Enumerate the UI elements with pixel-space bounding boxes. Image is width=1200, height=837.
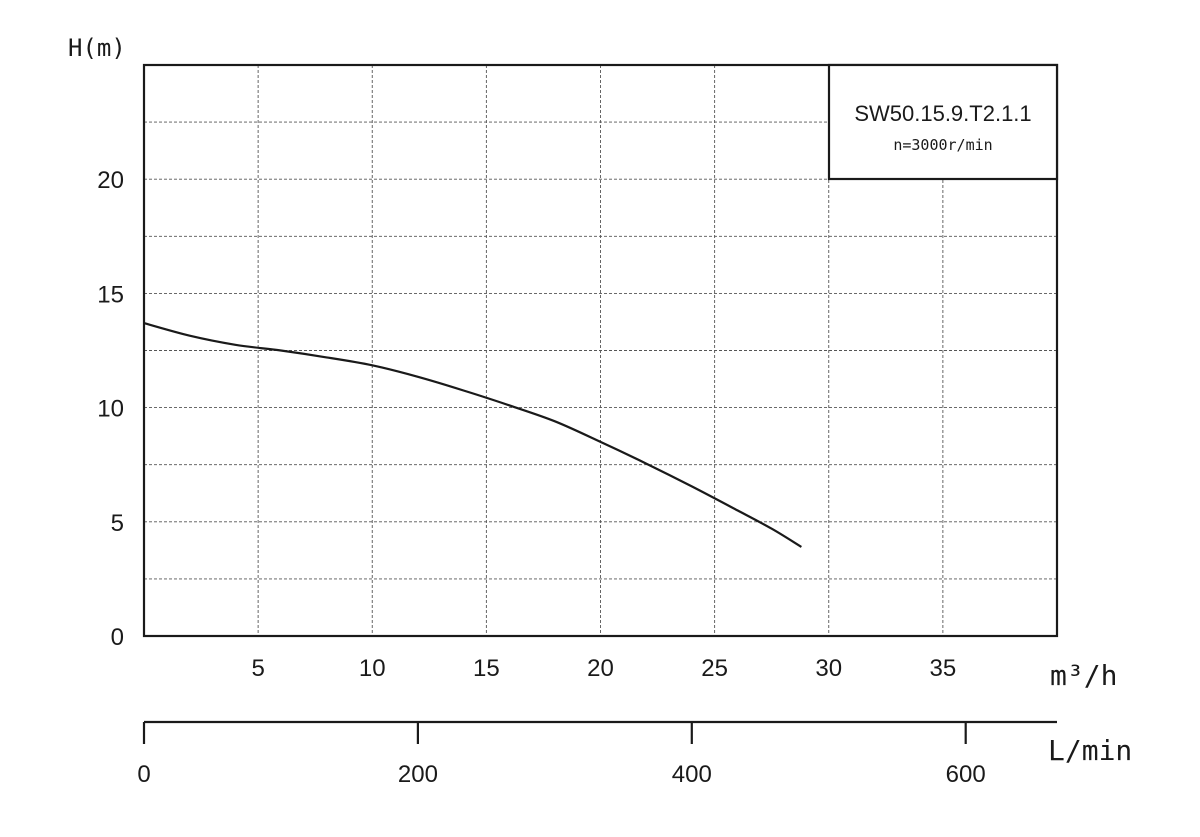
x2-tick-label: 200 — [398, 761, 438, 788]
y-axis-label: H(m) — [68, 34, 126, 62]
chart-title: SW50.15.9.T2.1.1 — [854, 101, 1031, 126]
head-flow-curve — [143, 322, 802, 548]
x2-tick-label: 400 — [672, 761, 712, 788]
y-tick-label: 20 — [97, 167, 124, 194]
x2-axis-label: L/min — [1048, 734, 1132, 767]
x-tick-label: 10 — [359, 655, 386, 682]
y-tick-label: 5 — [111, 510, 124, 537]
x-axis-label: m³/h — [1050, 659, 1117, 692]
axes-layer — [142, 63, 1059, 744]
model-info-box — [827, 63, 1059, 181]
x-tick-label: 35 — [930, 655, 957, 682]
x-tick-label: 5 — [251, 655, 264, 682]
x-tick-label: 20 — [587, 655, 614, 682]
y-tick-label: 0 — [111, 624, 124, 651]
text-layer: 0 5 10 15 20 5 10 15 20 25 30 35 0 200 400 600 — [97, 167, 985, 788]
plot-frame — [142, 63, 1059, 638]
curve-layer — [143, 322, 802, 548]
y-tick-label: 10 — [97, 396, 124, 423]
x2-tick-label: 0 — [137, 761, 150, 788]
x-tick-label: 30 — [815, 655, 842, 682]
x-tick-label: 25 — [701, 655, 728, 682]
y-tick-label: 15 — [97, 281, 124, 308]
chart-subtitle: n=3000r/min — [893, 136, 992, 154]
x2-tick-label: 600 — [946, 761, 986, 788]
x-tick-label: 15 — [473, 655, 500, 682]
